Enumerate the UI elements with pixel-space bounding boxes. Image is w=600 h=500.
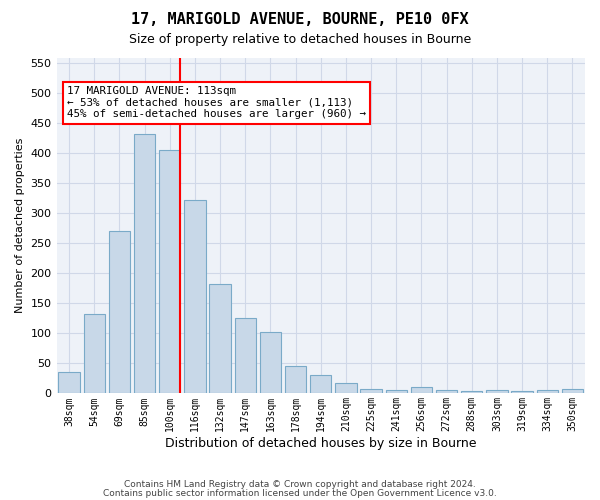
Bar xyxy=(511,391,533,394)
Bar xyxy=(235,318,256,394)
Y-axis label: Number of detached properties: Number of detached properties xyxy=(15,138,25,313)
Bar xyxy=(411,388,432,394)
Bar xyxy=(184,200,206,394)
Bar xyxy=(159,150,181,394)
Text: Contains HM Land Registry data © Crown copyright and database right 2024.: Contains HM Land Registry data © Crown c… xyxy=(124,480,476,489)
Text: 17 MARIGOLD AVENUE: 113sqm
← 53% of detached houses are smaller (1,113)
45% of s: 17 MARIGOLD AVENUE: 113sqm ← 53% of deta… xyxy=(67,86,366,120)
Bar xyxy=(310,376,331,394)
Bar xyxy=(386,390,407,394)
Bar xyxy=(335,382,356,394)
X-axis label: Distribution of detached houses by size in Bourne: Distribution of detached houses by size … xyxy=(165,437,476,450)
Bar xyxy=(361,389,382,394)
Bar xyxy=(536,390,558,394)
Bar xyxy=(461,391,482,394)
Text: Contains public sector information licensed under the Open Government Licence v3: Contains public sector information licen… xyxy=(103,489,497,498)
Bar xyxy=(562,389,583,394)
Text: 17, MARIGOLD AVENUE, BOURNE, PE10 0FX: 17, MARIGOLD AVENUE, BOURNE, PE10 0FX xyxy=(131,12,469,28)
Bar xyxy=(109,232,130,394)
Bar xyxy=(486,390,508,394)
Bar xyxy=(260,332,281,394)
Bar xyxy=(134,134,155,394)
Bar xyxy=(285,366,307,394)
Text: Size of property relative to detached houses in Bourne: Size of property relative to detached ho… xyxy=(129,32,471,46)
Bar xyxy=(58,372,80,394)
Bar xyxy=(436,390,457,394)
Bar xyxy=(209,284,231,394)
Bar xyxy=(83,314,105,394)
